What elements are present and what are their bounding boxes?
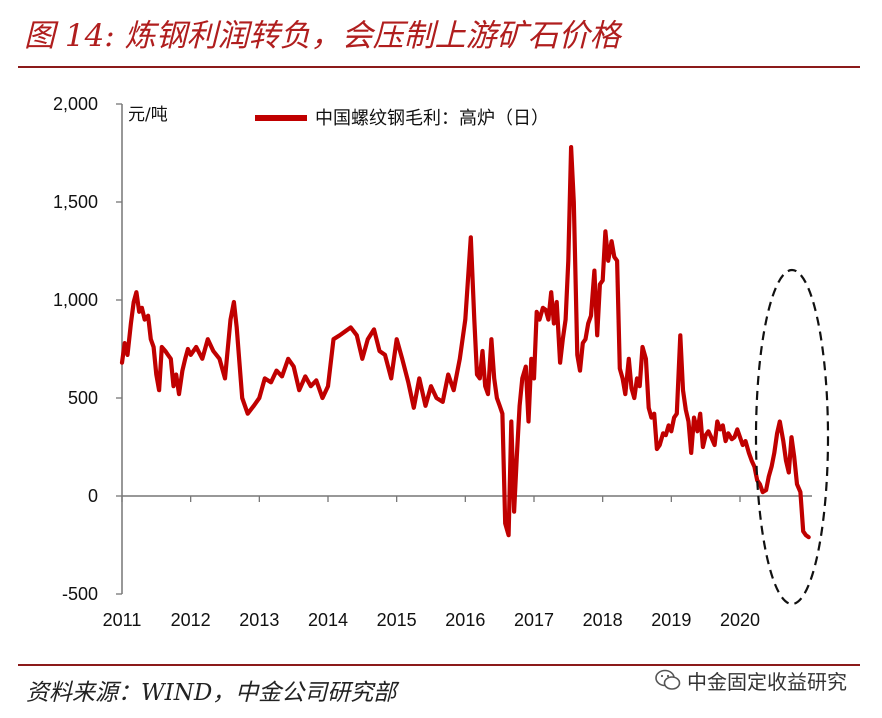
line-chart: -500 0 500 1,000 1,500 2,000 2011 2012 2013 2014… [53, 94, 830, 630]
y-tick-label: 500 [68, 388, 98, 408]
figure-title: 图 14: 炼钢利润转负，会压制上游矿石价格 [24, 18, 621, 54]
highlight-ellipse [754, 268, 830, 606]
x-tick-label: 2012 [171, 610, 211, 630]
watermark: 中金固定收益研究 [655, 665, 847, 695]
y-tick-label: 2,000 [53, 94, 98, 114]
footer-divider [18, 664, 860, 666]
series-line [119, 144, 811, 540]
x-tick-label: 2019 [651, 610, 691, 630]
plot-area [119, 144, 811, 540]
y-tick-label: 1,500 [53, 192, 98, 212]
x-tick-label: 2015 [377, 610, 417, 630]
wechat-icon [655, 669, 681, 690]
source-note: 资料来源：WIND，中金公司研究部 [26, 680, 397, 706]
y-axis-unit-label: 元/吨 [128, 105, 168, 125]
x-tick-label: 2014 [308, 610, 348, 630]
watermark-text: 中金固定收益研究 [687, 669, 847, 694]
y-tick-label: -500 [62, 584, 98, 604]
x-tick-label: 2016 [445, 610, 485, 630]
y-axis-ticks: -500 0 500 1,000 1,500 2,000 [53, 94, 122, 604]
chart-axes [121, 104, 812, 594]
x-tick-label: 2013 [239, 610, 279, 630]
y-tick-label: 1,000 [53, 290, 98, 310]
x-axis-ticks: 2011 2012 2013 2014 2015 2016 2017 2018 2019 2020 [103, 496, 760, 630]
legend: 中国螺纹钢毛利：高炉（日） [255, 108, 549, 129]
x-tick-label: 2017 [514, 610, 554, 630]
legend-label: 中国螺纹钢毛利：高炉（日） [315, 108, 549, 129]
title-divider [18, 66, 860, 68]
y-tick-label: 0 [88, 486, 98, 506]
x-tick-label: 2018 [583, 610, 623, 630]
x-tick-label: 2011 [103, 610, 142, 630]
x-tick-label: 2020 [720, 610, 760, 630]
